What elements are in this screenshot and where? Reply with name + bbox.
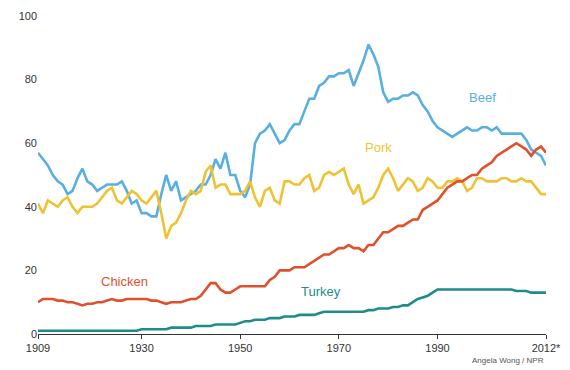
svg-text:1990: 1990 — [425, 342, 449, 354]
svg-text:2012*: 2012* — [532, 342, 561, 354]
svg-text:1909: 1909 — [26, 342, 50, 354]
svg-text:1930: 1930 — [129, 342, 153, 354]
svg-text:100: 100 — [19, 10, 37, 22]
svg-text:1950: 1950 — [228, 342, 252, 354]
svg-text:Beef: Beef — [469, 90, 496, 105]
svg-text:Pork: Pork — [365, 140, 392, 155]
svg-text:40: 40 — [25, 201, 37, 213]
svg-text:80: 80 — [25, 73, 37, 85]
svg-text:Turkey: Turkey — [301, 284, 341, 299]
svg-text:Angela Wong / NPR: Angela Wong / NPR — [472, 356, 544, 365]
svg-text:Chicken: Chicken — [101, 274, 148, 289]
svg-text:1970: 1970 — [327, 342, 351, 354]
svg-text:20: 20 — [25, 264, 37, 276]
svg-text:60: 60 — [25, 137, 37, 149]
svg-text:0: 0 — [31, 328, 37, 340]
